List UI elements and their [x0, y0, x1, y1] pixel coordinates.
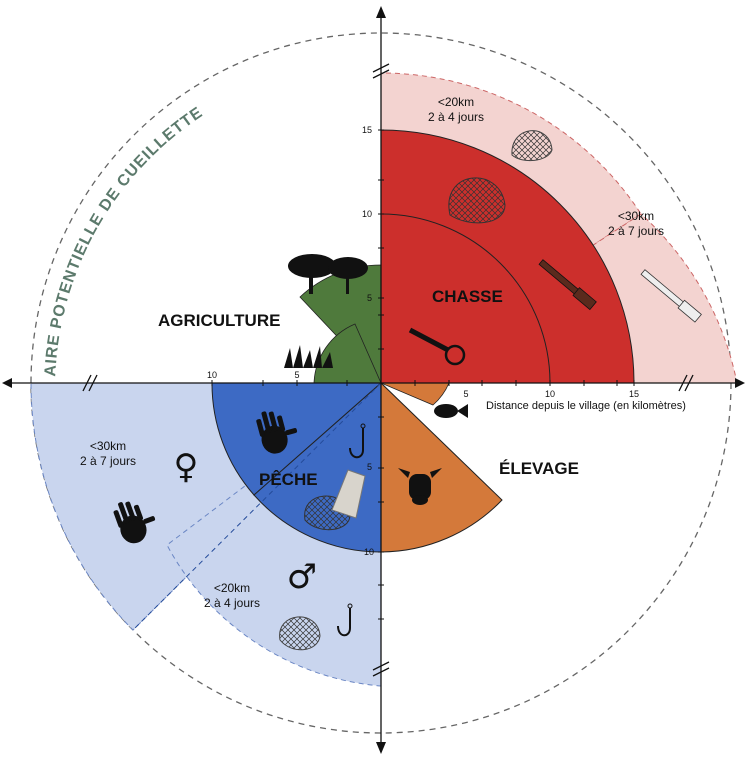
gathering-area-title: AIRE POTENTIELLE DE CUEILLETTE [42, 104, 206, 377]
agriculture-label: AGRICULTURE [158, 311, 280, 330]
x-axis-arrow-left [2, 378, 12, 388]
chasse-label: CHASSE [432, 287, 503, 306]
hunt-20-duration: 2 à 4 jours [428, 110, 484, 124]
x-tick-15: 15 [629, 389, 639, 399]
x-axis-arrow-right [735, 378, 745, 388]
net-icon-fish-zone [279, 616, 321, 651]
gathering-area-title-path: AIRE POTENTIELLE DE CUEILLETTE [42, 104, 205, 377]
x-tick-10: 10 [545, 389, 555, 399]
hunting-10km-arc [380, 213, 551, 384]
peche-label: PÊCHE [259, 470, 318, 489]
y-tick-10: 10 [362, 209, 372, 219]
rifle-icon-core [538, 259, 597, 311]
y-axis-arrow-down [376, 742, 386, 754]
hand-icon-zone [113, 501, 156, 544]
net-icon-hunt-large [448, 177, 506, 224]
hook-icon-core [349, 423, 366, 459]
y-axis-arrow-up [376, 6, 386, 18]
snare-icon [408, 327, 466, 366]
hunting-core-zone [380, 129, 635, 384]
x-tick-5: 5 [463, 389, 468, 399]
axis-caption: Distance depuis le village (en kilomètre… [486, 400, 686, 412]
neg-x-tick-10: 10 [207, 370, 217, 380]
neg-y-tick-10: 10 [364, 547, 374, 557]
female-symbol: ♀ [174, 447, 199, 487]
male-symbol: ♂ [287, 557, 317, 597]
fish-30-duration: 2 à 7 jours [80, 454, 136, 468]
y-tick-15: 15 [362, 125, 372, 135]
fishing-divider-line [132, 382, 382, 631]
hunt-20-distance: <20km [438, 95, 474, 109]
net-icon-hunt-small [511, 130, 553, 162]
cow-icon [398, 468, 442, 505]
rifle-icon-zone [640, 269, 702, 323]
crops-icon [284, 345, 333, 368]
fish-20-duration: 2 à 4 jours [204, 596, 260, 610]
neg-x-tick-5: 5 [294, 370, 299, 380]
herding-zone [380, 381, 503, 553]
fish-trap-icon [331, 469, 366, 519]
elevage-label: ÉLEVAGE [499, 459, 579, 478]
hunt-30-duration: 2 à 7 jours [608, 224, 664, 238]
fishing-core-upper [211, 382, 383, 496]
hunt-30-distance: <30km [618, 209, 654, 223]
y-tick-5: 5 [367, 293, 372, 303]
axis-breaks [82, 63, 694, 677]
fish-30-distance: <30km [90, 439, 126, 453]
trees-icon [288, 254, 368, 294]
fish-20-distance: <20km [214, 581, 250, 595]
fish-icon [434, 404, 468, 418]
agriculture-zone-crops [313, 323, 382, 384]
axis-ticks [211, 129, 635, 620]
neg-y-tick-5: 5 [367, 462, 372, 472]
hook-icon-zone [337, 603, 353, 637]
hand-icon-core [256, 411, 298, 454]
